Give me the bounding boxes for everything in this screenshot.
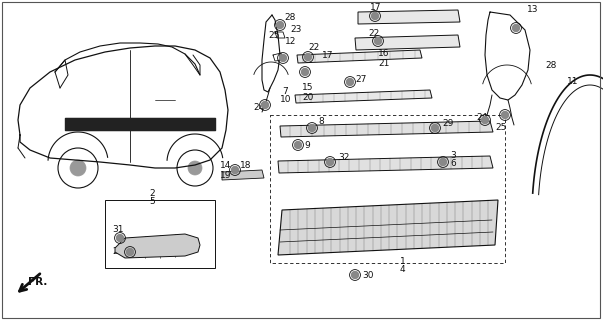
Circle shape — [502, 111, 508, 118]
Text: 8: 8 — [318, 117, 324, 126]
Text: 22: 22 — [368, 29, 379, 38]
Text: 15: 15 — [302, 84, 314, 92]
Text: 10: 10 — [280, 95, 291, 105]
Circle shape — [305, 53, 312, 60]
Text: 31: 31 — [112, 226, 124, 235]
Text: 16: 16 — [378, 50, 390, 59]
Text: 9: 9 — [304, 140, 310, 149]
Text: 25: 25 — [495, 124, 507, 132]
Text: 25: 25 — [268, 30, 279, 39]
Text: 13: 13 — [527, 5, 538, 14]
Text: 27: 27 — [355, 75, 367, 84]
Text: 18: 18 — [240, 161, 251, 170]
Circle shape — [440, 158, 446, 165]
Text: 7: 7 — [282, 87, 288, 97]
Text: 32: 32 — [338, 153, 349, 162]
Circle shape — [374, 37, 382, 44]
Text: 28: 28 — [284, 13, 295, 22]
Circle shape — [294, 141, 302, 148]
Polygon shape — [278, 200, 498, 255]
Polygon shape — [358, 10, 460, 24]
Text: 6: 6 — [450, 158, 456, 167]
Polygon shape — [115, 234, 200, 258]
Circle shape — [371, 12, 379, 20]
Text: 5: 5 — [149, 196, 155, 205]
Text: 17: 17 — [322, 51, 333, 60]
Polygon shape — [355, 35, 460, 50]
Circle shape — [513, 25, 520, 31]
Circle shape — [326, 158, 333, 165]
Polygon shape — [280, 121, 493, 137]
Circle shape — [277, 21, 283, 28]
Circle shape — [309, 124, 315, 132]
Circle shape — [116, 235, 124, 242]
Text: 14: 14 — [220, 162, 232, 171]
Text: 30: 30 — [362, 270, 373, 279]
Polygon shape — [222, 170, 264, 180]
Text: 4: 4 — [400, 266, 406, 275]
Text: FR.: FR. — [28, 277, 48, 287]
Text: 29: 29 — [442, 119, 453, 129]
Text: 23: 23 — [290, 26, 302, 35]
Circle shape — [70, 160, 86, 176]
Polygon shape — [297, 50, 422, 63]
Text: 26: 26 — [112, 247, 124, 257]
Circle shape — [352, 271, 359, 278]
Text: 22: 22 — [308, 44, 319, 52]
Circle shape — [127, 249, 133, 255]
Text: 28: 28 — [545, 60, 557, 69]
Bar — [270, 115, 505, 263]
Text: 21: 21 — [378, 59, 390, 68]
Text: 24: 24 — [476, 114, 487, 123]
Circle shape — [482, 116, 488, 124]
Polygon shape — [278, 156, 493, 173]
Text: 17: 17 — [370, 4, 382, 12]
Circle shape — [232, 166, 239, 173]
Circle shape — [432, 124, 438, 132]
Text: 24: 24 — [253, 103, 264, 113]
Circle shape — [280, 54, 286, 61]
Circle shape — [347, 78, 353, 85]
Text: 1: 1 — [400, 258, 406, 267]
Circle shape — [302, 68, 309, 76]
Polygon shape — [295, 90, 432, 103]
Circle shape — [188, 161, 202, 175]
Text: 19: 19 — [220, 172, 232, 180]
Text: 2: 2 — [149, 189, 155, 198]
Text: 20: 20 — [302, 92, 314, 101]
Text: 11: 11 — [567, 77, 578, 86]
Circle shape — [262, 101, 268, 108]
Text: 3: 3 — [450, 150, 456, 159]
Text: 12: 12 — [285, 37, 297, 46]
Bar — [105, 200, 215, 268]
